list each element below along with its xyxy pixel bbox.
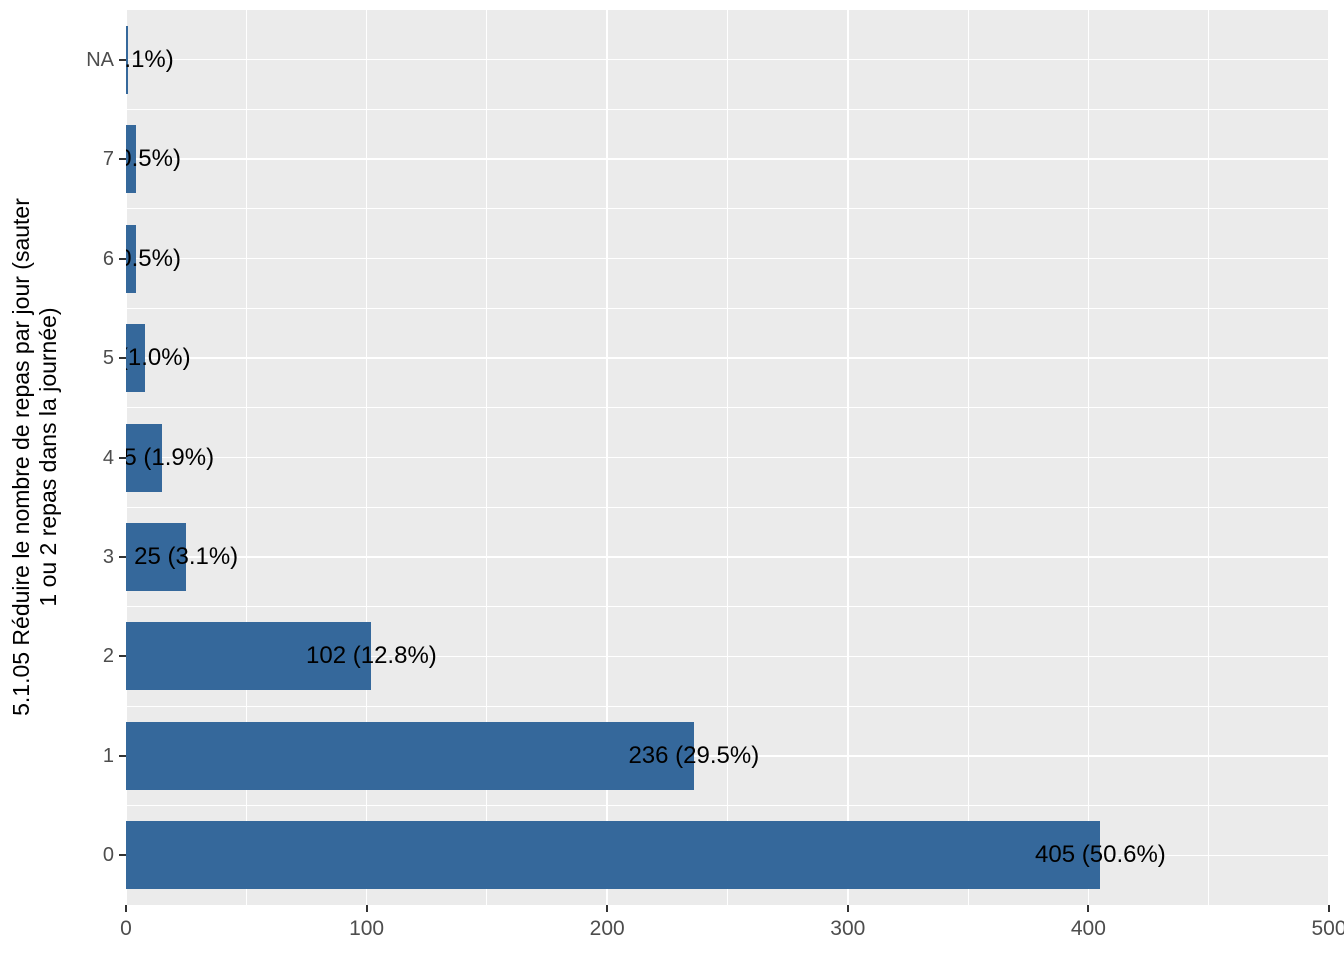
x-axis-tick [846, 905, 849, 912]
bar-category-7 [126, 125, 136, 194]
major-gridline-horizontal [126, 655, 1329, 658]
bar-value-label: 8 (1.0%) [126, 344, 191, 372]
bar-category-1 [126, 721, 694, 790]
x-axis-tick-label: 200 [589, 917, 625, 940]
y-axis-tick-label: 7 [102, 148, 114, 171]
y-axis-tick-label: 0 [102, 844, 114, 867]
major-gridline-horizontal [126, 58, 1329, 61]
bar-value-label: 4 (0.5%) [126, 145, 181, 173]
y-axis-tick-label: 2 [102, 645, 114, 668]
y-axis-tick [119, 754, 126, 757]
bar-category-3 [126, 522, 187, 591]
y-axis-tick-label: 3 [102, 545, 114, 568]
y-axis-tick [119, 58, 126, 61]
x-axis-tick-label: 400 [1070, 917, 1106, 940]
y-axis-tick [119, 257, 126, 260]
y-axis-tick-label: 1 [102, 744, 114, 767]
y-axis-tick-label: 4 [102, 446, 114, 469]
major-gridline-horizontal [126, 257, 1329, 260]
major-gridline-horizontal [126, 556, 1329, 558]
bar-value-label: 405 (50.6%) [1035, 841, 1166, 869]
x-axis-tick [606, 905, 609, 912]
bar-value-label: 236 (29.5%) [628, 741, 760, 769]
y-axis-tick [119, 456, 126, 459]
bar-category-NA [126, 25, 129, 94]
y-axis-tick [119, 854, 126, 857]
y-axis-tick-label: 5 [102, 347, 114, 370]
y-axis-title: 5.1.05 Réduire le nombre de repas par jo… [8, 0, 64, 917]
y-axis-title-line2: 1 ou 2 repas dans la journée) [35, 307, 61, 607]
y-axis-tick [119, 357, 126, 360]
x-axis-tick-label: 500 [1311, 917, 1344, 940]
bar-value-label: 15 (1.9%) [126, 443, 215, 471]
x-axis-tick [1328, 905, 1330, 912]
x-axis-tick-label: 300 [830, 917, 866, 940]
minor-gridline-horizontal [126, 407, 1329, 409]
bar-category-5 [126, 324, 146, 393]
y-axis-tick [119, 655, 126, 658]
bar-value-label: 4 (0.5%) [126, 244, 181, 272]
bar-category-0 [126, 821, 1101, 890]
y-axis-tick [119, 158, 126, 161]
minor-gridline-horizontal [126, 208, 1329, 210]
bar-value-label: 25 (3.1%) [134, 542, 239, 570]
minor-gridline-horizontal [126, 307, 1329, 309]
major-gridline-horizontal [126, 158, 1329, 160]
minor-gridline-horizontal [126, 606, 1329, 608]
y-axis-tick-label: 6 [102, 247, 114, 270]
x-axis-tick [365, 905, 368, 912]
plot-panel: 1 (0.1%) 4 (0.5%) 4 (0.5%) 8 (1.0%) 15 (1.9%… [126, 10, 1329, 905]
minor-gridline-horizontal [126, 805, 1329, 807]
bar-category-6 [126, 224, 136, 293]
major-gridline-horizontal [126, 755, 1329, 757]
x-axis-tick-label: 100 [349, 917, 385, 940]
y-axis-title-line1: 5.1.05 Réduire le nombre de repas par jo… [8, 198, 34, 716]
bar-value-label: 102 (12.8%) [306, 642, 437, 670]
x-axis-tick-label: 0 [120, 917, 132, 940]
minor-gridline-horizontal [126, 108, 1329, 110]
y-axis-tick [119, 555, 126, 558]
x-axis-tick [1087, 905, 1090, 912]
bar-value-label: 1 (0.1%) [126, 45, 174, 73]
major-gridline-horizontal [126, 456, 1329, 459]
major-gridline-horizontal [126, 357, 1329, 359]
x-axis-tick [125, 905, 127, 912]
minor-gridline-horizontal [126, 705, 1329, 707]
minor-gridline-horizontal [126, 506, 1329, 508]
bar-category-4 [126, 423, 163, 492]
bar-category-2 [126, 622, 372, 691]
y-axis-tick-label: NA [86, 48, 114, 71]
